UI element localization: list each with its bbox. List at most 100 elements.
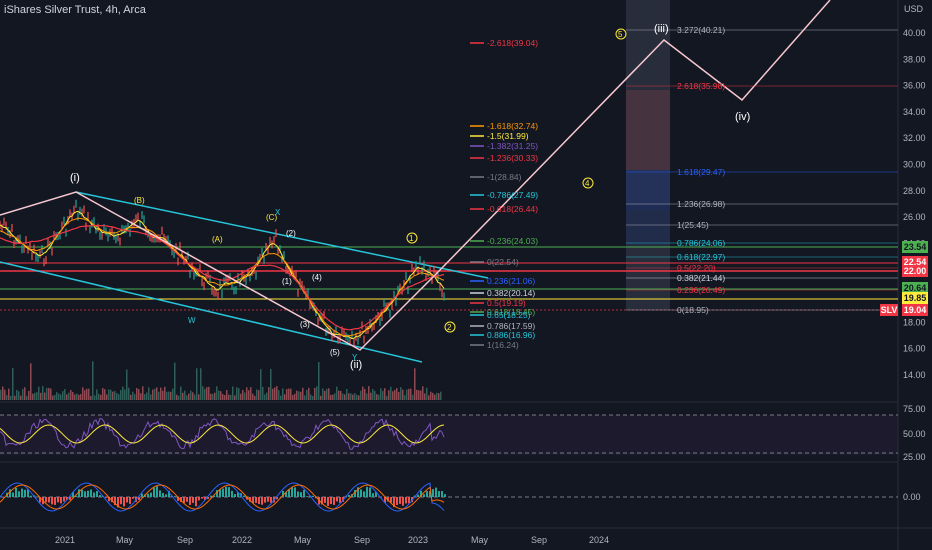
wave-circ1: 1 [409, 234, 414, 243]
volume-bar [76, 393, 78, 400]
macd-hist [333, 497, 335, 505]
volume-bar [354, 393, 356, 400]
volume-bar [20, 395, 22, 400]
macd-hist [138, 497, 140, 500]
macd-hist [399, 497, 401, 504]
volume-bar [274, 387, 276, 400]
volume-bar [4, 389, 6, 400]
volume-bar [412, 394, 414, 400]
currency-label: USD [904, 4, 924, 14]
macd-hist [438, 491, 440, 497]
macd-hist [27, 489, 29, 497]
macd-hist [81, 489, 83, 497]
wave-circ2-marker [444, 321, 456, 333]
fib-level-label: -1.382(31.25) [487, 141, 538, 151]
volume-bar [256, 389, 258, 400]
macd-hist [393, 497, 395, 508]
volume-bar [408, 388, 410, 400]
fib-level-label: -0.236(24.03) [487, 236, 538, 246]
macd-hist [369, 487, 371, 497]
macd-hist [219, 489, 221, 497]
chart-title: iShares Silver Trust, 4h, Arca [4, 4, 146, 16]
volume-bar [58, 393, 60, 400]
macd-hist [114, 497, 116, 506]
macd-hist [288, 489, 290, 497]
time-tick: May [471, 535, 489, 545]
macd-hist [339, 497, 341, 503]
macd-axis: 0.00 [903, 492, 921, 502]
macd-hist [357, 487, 359, 497]
fib-level-label: 0(22.54) [487, 257, 519, 267]
volume-bar [200, 368, 202, 400]
volume-bar [350, 393, 352, 400]
volume-bar [42, 386, 44, 400]
fib-level-label: -0.786(27.49) [487, 190, 538, 200]
volume-bar [316, 386, 318, 400]
volume-bar [304, 395, 306, 400]
price-tick: 16.00 [903, 344, 926, 354]
macd-hist [132, 497, 134, 499]
volume-bar [62, 391, 64, 400]
macd-hist [285, 492, 287, 497]
volume-bar [232, 386, 234, 400]
fib-level-label: -1.236(30.33) [487, 153, 538, 163]
macd-hist [108, 497, 110, 502]
wave-c4: (4) [312, 273, 322, 282]
volume-bar [40, 392, 42, 400]
volume-bar [290, 388, 292, 400]
macd-hist [12, 492, 14, 497]
volume-bar [2, 386, 4, 400]
volume-bar [128, 387, 130, 400]
volume-bar [22, 389, 24, 400]
volume-bar [402, 389, 404, 400]
macd-hist [87, 490, 89, 497]
fib-level-label: -0.618(26.44) [487, 204, 538, 214]
macd-hist [366, 486, 368, 497]
price-axis: 40.00 38.00 36.00 34.00 32.00 30.00 28.00 26.00… [903, 28, 926, 380]
fib-level-label: 1.618(29.47) [677, 167, 725, 177]
macd-hist [177, 497, 179, 501]
volume-bar [134, 394, 136, 400]
wave-C: (C) [266, 213, 277, 222]
volume-bar [194, 394, 196, 400]
macd-hist [105, 497, 107, 498]
volume-bar [108, 389, 110, 400]
volume-bar [210, 393, 212, 400]
volume-bar [196, 368, 198, 400]
volume-bar [30, 363, 32, 400]
fib-level-label: 0(18.95) [677, 305, 709, 315]
volume-bar [148, 387, 150, 400]
volume-bar [212, 393, 214, 400]
macd-hist [69, 497, 71, 500]
volume-bar [234, 395, 236, 400]
fib-level-label: 0.382(20.14) [487, 288, 535, 298]
volume-bar [192, 392, 194, 400]
price-tag: 20.64 [902, 282, 928, 294]
volume-bar [226, 389, 228, 400]
volume-bar [302, 387, 304, 400]
volume-bar [98, 393, 100, 400]
volume-bar [238, 388, 240, 400]
volume-bar [280, 395, 282, 400]
volume-bar [254, 395, 256, 400]
volume-bar [432, 392, 434, 400]
macd-hist [294, 487, 296, 497]
macd-hist [213, 495, 215, 497]
fib-zone [626, 170, 670, 210]
macd-hist [312, 495, 314, 497]
volume-bar [102, 387, 104, 400]
volume-bar [178, 395, 180, 400]
macd-hist [9, 489, 11, 497]
rsi-tick: 25.00 [903, 452, 926, 462]
macd-hist [267, 497, 269, 502]
price-tick: 38.00 [903, 54, 926, 64]
volume-bar [294, 393, 296, 400]
volume-bar [34, 393, 36, 400]
volume-bar [360, 390, 362, 400]
volume-bar [150, 394, 152, 400]
macd-hist [195, 497, 197, 507]
price-tag: 19.04 [902, 304, 928, 316]
volume-bar [426, 387, 428, 400]
volume-bar [380, 388, 382, 400]
